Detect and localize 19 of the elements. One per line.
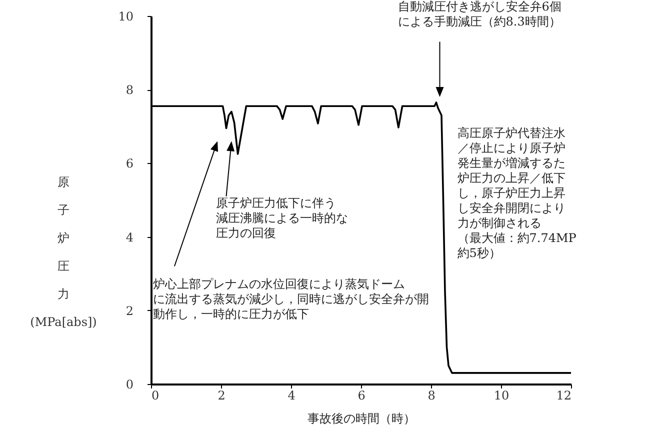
annotation: 原子炉圧力低下に伴う減圧沸騰による一時的な圧力の回復 [216,196,348,240]
x-tick-label: 8 [428,388,436,402]
y-tick-label: 8 [126,83,134,98]
x-tick-label: 12 [556,388,572,402]
x-tick-label: 6 [358,388,366,402]
y-tick-label: 0 [126,378,134,392]
x-tick-label: 2 [218,388,226,402]
x-tick-label: 10 [494,388,510,402]
annotation: 炉心上部プレナムの水位回復により蒸気ドームに流出する蒸気が減少し，同時に逃がし安全弁が開動作し，一時的に圧力が低下 [152,277,429,322]
annotation: 自動減圧付き逃がし安全弁6個による手動減圧（約8.3時間） [398,0,562,28]
x-tick-label: 4 [288,388,296,402]
x-tick-label: 0 [152,388,160,402]
y-tick-label: 6 [126,156,134,171]
x-axis-title: 事故後の時間（時） [308,412,416,426]
y-axis-title: 原子炉圧力 (MPa[abs]) [30,175,97,330]
text: 高圧原子炉代替注水／停止により原子炉発生量が増減するた炉圧力の上昇／低下し，原子炉圧力上昇し安全弁開閉により力が制御される（最大値：約7.74MP約5秒） [457,126,576,260]
y-tick-label: 2 [126,304,134,318]
y-tick-label: 10 [118,10,134,24]
y-tick-label: 4 [126,230,134,244]
